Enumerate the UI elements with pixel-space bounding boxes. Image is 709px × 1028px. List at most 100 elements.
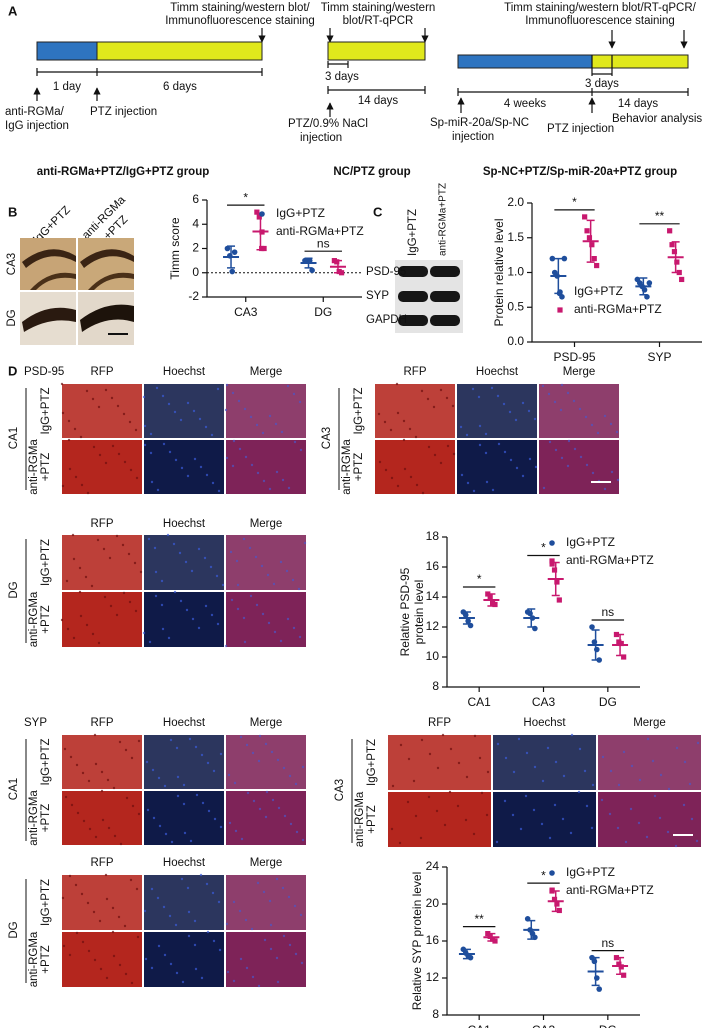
micrograph-detail <box>88 827 92 831</box>
legend-marker <box>259 211 265 217</box>
data-point <box>551 567 558 573</box>
micrograph-detail <box>200 753 204 757</box>
region-label: CA1 <box>8 778 20 800</box>
micrograph-detail <box>187 910 191 914</box>
y-tick-label: 8 <box>432 1007 439 1021</box>
x-tick-label: PSD-95 <box>553 350 595 364</box>
micrograph-detail <box>269 923 273 927</box>
data-point <box>641 287 648 293</box>
micrograph-detail <box>433 453 437 457</box>
micrograph-detail <box>63 747 67 751</box>
timeline-note: Timm staining/western <box>321 2 436 14</box>
micrograph-detail <box>667 787 671 791</box>
micrograph-detail <box>268 487 272 491</box>
micrograph-detail <box>420 389 424 393</box>
micrograph <box>62 932 142 987</box>
row-label: anti-RGMa <box>28 439 40 495</box>
micrograph-detail <box>570 733 574 737</box>
micrograph <box>144 535 224 590</box>
micrograph-detail <box>519 827 523 831</box>
micrograph-detail <box>282 934 286 938</box>
micrograph-detail <box>402 438 406 442</box>
significance-label: * <box>541 541 546 555</box>
micrograph-detail <box>378 460 382 464</box>
x-tick-label: CA3 <box>532 695 556 709</box>
micrograph-detail <box>622 750 626 754</box>
micrograph-detail <box>122 591 126 595</box>
micrograph-detail <box>252 799 256 803</box>
micrograph-detail <box>167 402 171 406</box>
row-label: IgG+PTZ <box>40 879 52 926</box>
micrograph-detail <box>675 746 679 750</box>
micrograph-detail <box>473 734 477 738</box>
blot-bands <box>398 266 460 326</box>
micrograph-detail <box>583 769 587 773</box>
micrograph-detail <box>512 770 516 774</box>
data-point <box>551 896 558 902</box>
data-point <box>554 901 560 907</box>
micrograph-detail <box>94 762 98 766</box>
column-header: RFP <box>428 717 451 729</box>
micrograph-detail <box>169 962 173 966</box>
micrograph-detail <box>68 874 72 878</box>
micrograph-detail <box>585 804 589 808</box>
chart: -2 0 2 4 6 Timm score CA3 * DG ns IgG+PTZ anti-RGMa… <box>168 190 364 319</box>
micrograph-detail <box>244 455 248 459</box>
micrograph-detail <box>496 394 500 398</box>
micrograph-detail <box>420 738 424 742</box>
micrograph-detail <box>465 775 469 779</box>
significance-label: ** <box>474 912 484 926</box>
row-label: +PTZ <box>40 804 52 832</box>
y-tick-label: 16 <box>426 933 440 947</box>
micrograph-detail <box>134 428 138 432</box>
event: injection <box>452 131 494 143</box>
micrograph-detail <box>183 831 187 835</box>
micrograph-detail <box>615 430 619 434</box>
y-tick-label: 0.0 <box>507 334 524 348</box>
micrograph-detail <box>96 538 100 542</box>
micrograph-detail <box>235 559 239 563</box>
y-axis-label: Protein relative level <box>492 218 506 326</box>
micrograph-detail <box>295 830 299 834</box>
micrograph-detail <box>249 594 253 598</box>
micrograph-detail <box>301 765 305 769</box>
data-point <box>591 256 597 262</box>
micrograph-detail <box>658 816 662 820</box>
x-tick-label: CA1 <box>467 695 491 709</box>
micrograph-detail <box>521 401 525 405</box>
micrograph-detail <box>80 483 84 487</box>
event: PTZ injection <box>90 106 157 118</box>
micrograph-detail <box>511 813 515 817</box>
micrograph-detail <box>472 832 476 836</box>
micrograph-detail <box>596 431 600 435</box>
micrograph-detail <box>72 557 76 561</box>
micrograph-detail <box>211 891 215 895</box>
micrograph-detail <box>239 735 243 739</box>
micrograph-detail <box>104 873 108 877</box>
micrograph-detail <box>695 839 699 843</box>
micrograph-detail <box>215 574 219 578</box>
micrograph-detail <box>185 608 189 612</box>
micrograph-detail <box>566 391 570 395</box>
micrograph-detail <box>653 794 657 798</box>
band <box>430 315 460 326</box>
region-label: CA3 <box>334 779 346 801</box>
duration: 14 days <box>618 98 659 110</box>
micrograph-detail <box>137 739 141 743</box>
y-axis-label: protein level <box>412 580 426 645</box>
micrograph-detail <box>195 793 199 797</box>
column-header: Merge <box>633 717 666 729</box>
micrograph-detail <box>263 938 267 942</box>
micrograph-detail <box>124 972 128 976</box>
micrograph-detail <box>256 471 260 475</box>
micrograph-detail <box>478 443 482 447</box>
micrograph-detail <box>542 486 546 490</box>
micrograph-detail <box>566 464 570 468</box>
micrograph-detail <box>264 742 268 746</box>
micrograph <box>388 792 491 847</box>
micrograph-detail <box>168 450 172 454</box>
micrograph-detail <box>236 583 240 587</box>
significance-label: * <box>243 190 248 204</box>
micrograph-detail <box>630 764 634 768</box>
